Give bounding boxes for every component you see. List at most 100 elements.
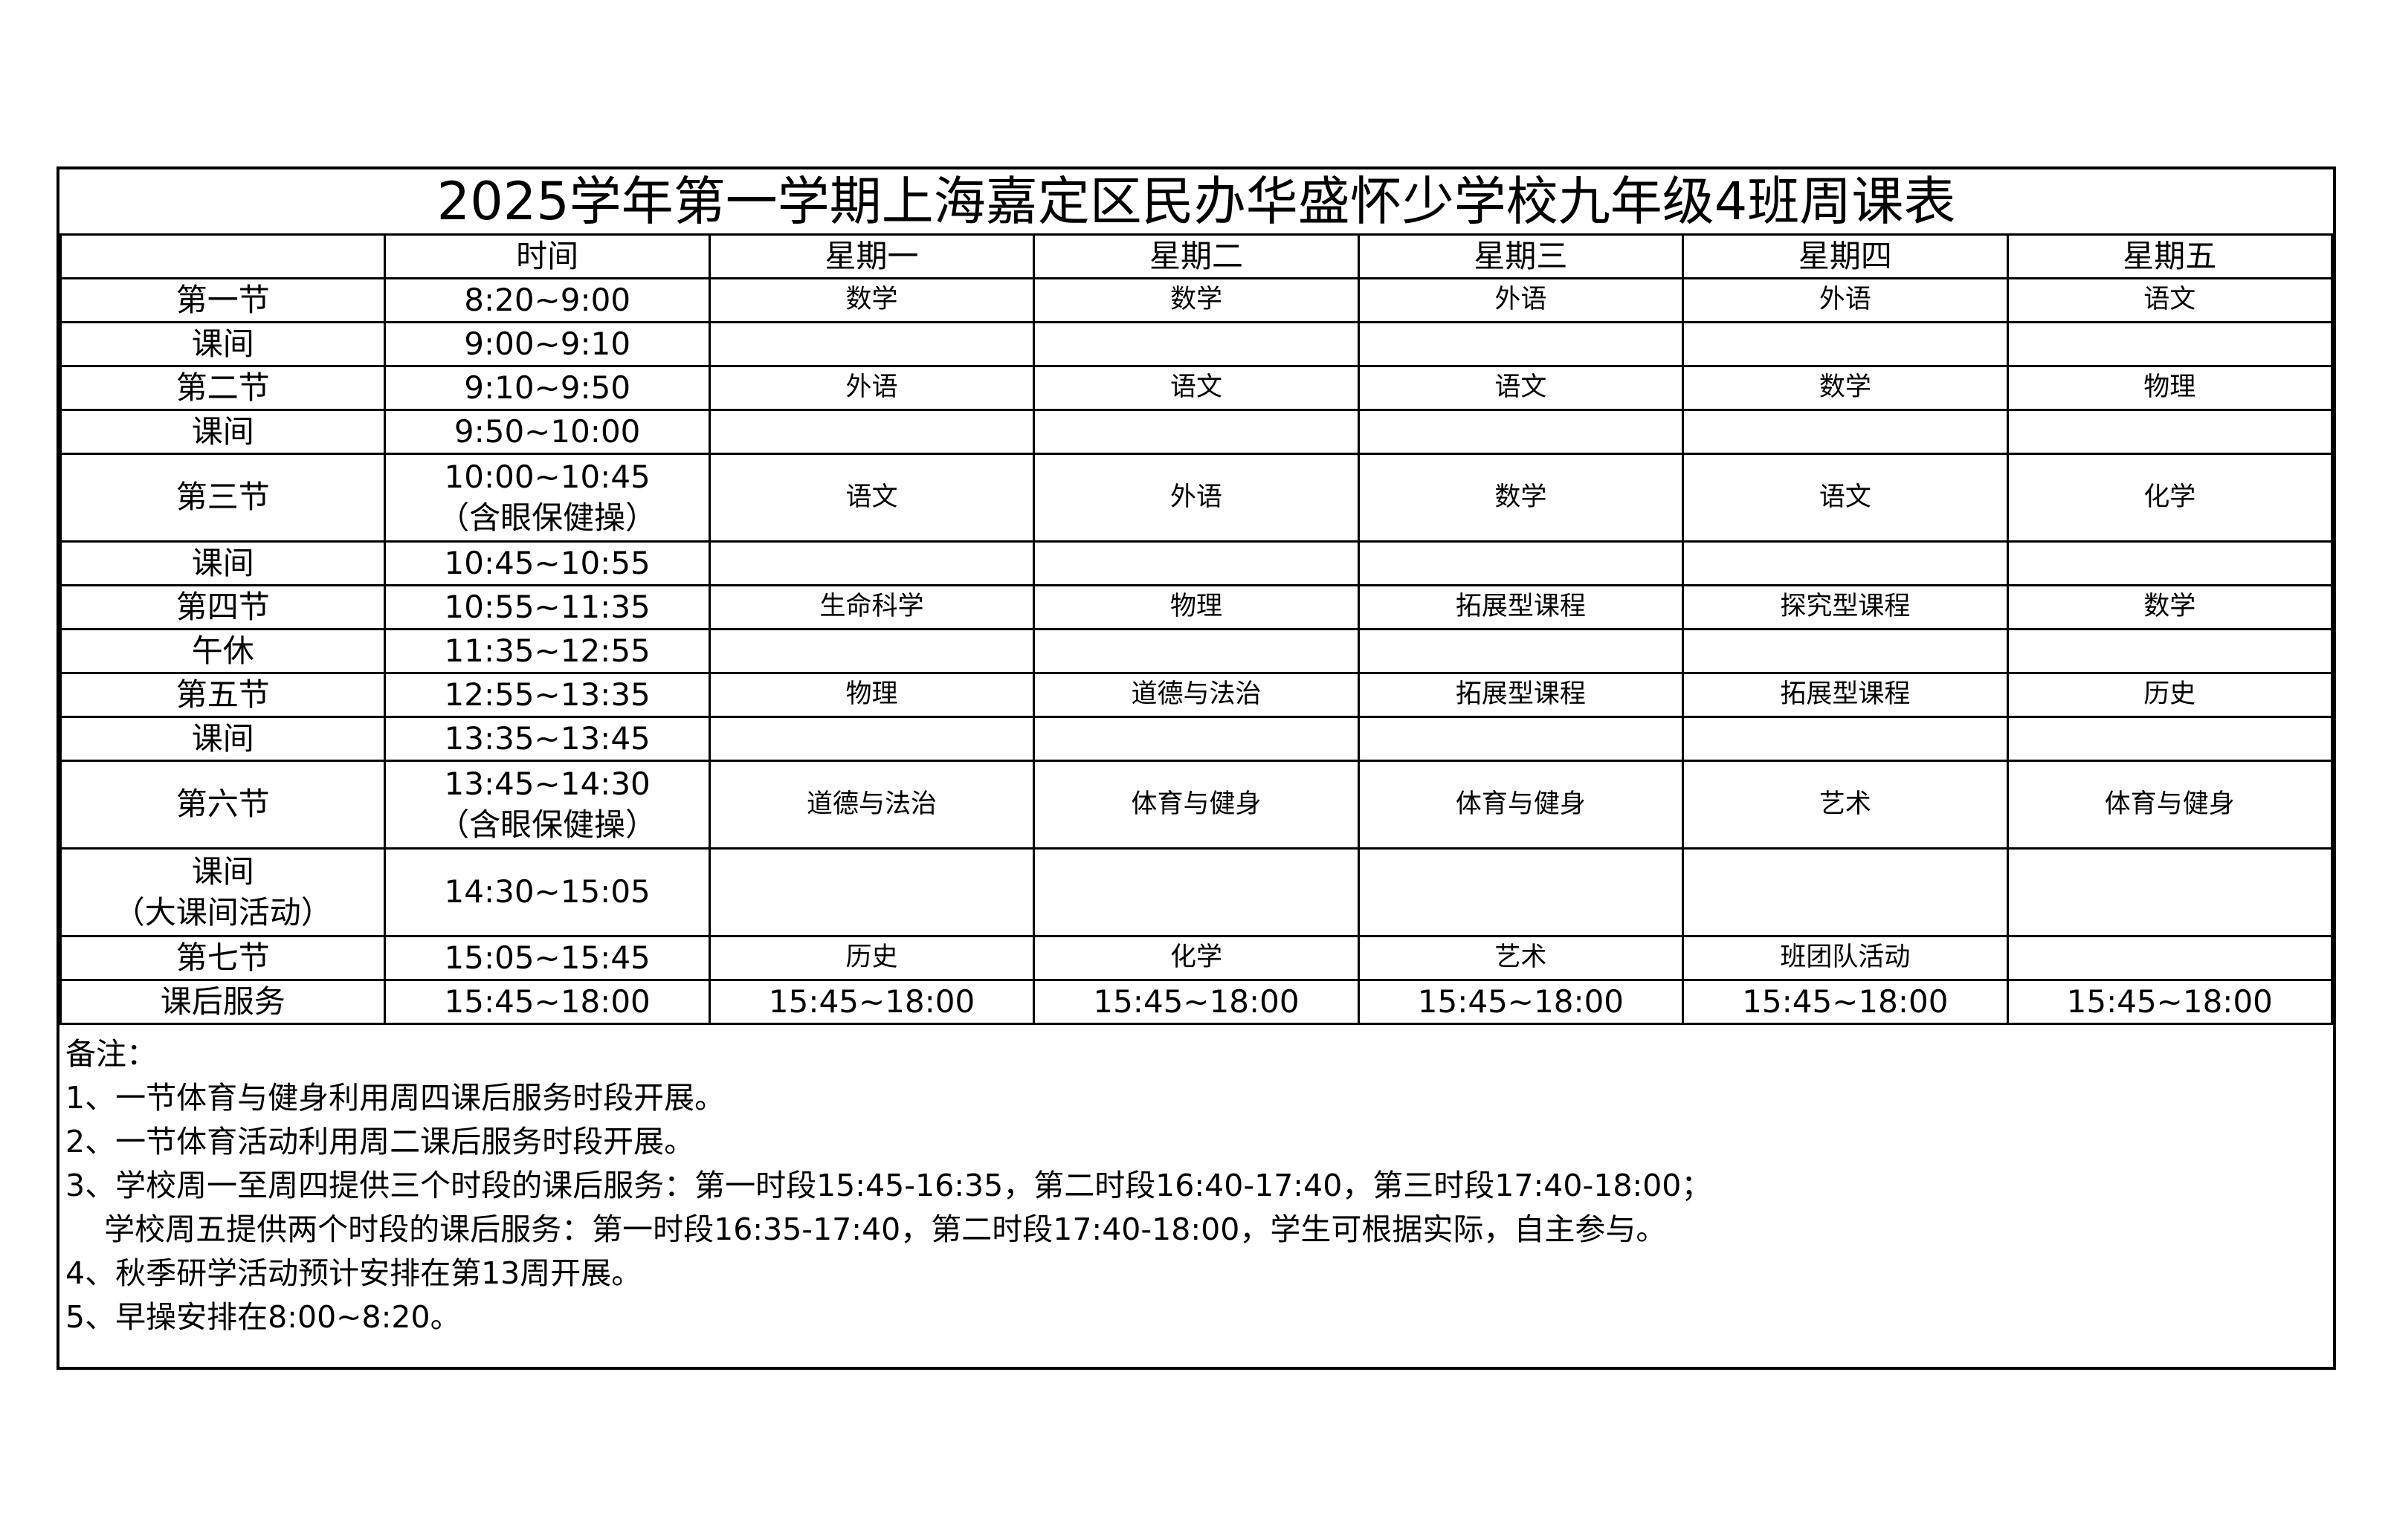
note-line: 2、一节体育活动利用周二课后服务时段开展。 — [65, 1124, 695, 1159]
subject-cell — [1033, 847, 1360, 937]
period-label-text: 课间 — [191, 325, 254, 362]
period-time-text: 10:45~10:55 — [444, 544, 651, 581]
note-line: 4、秋季研学活动预计安排在第13周开展。 — [65, 1255, 642, 1291]
period-time-note: （含眼保健操） — [438, 806, 657, 843]
subject-cell: 体育与健身 — [2006, 760, 2334, 850]
column-header: 星期五 — [2006, 233, 2334, 279]
subject-cell: 物理 — [1033, 584, 1360, 630]
table-row: 第三节 10:00~10:45 （含眼保健操） 语文 外语 数学 语文 化学 — [59, 453, 2334, 543]
subject-cell — [1033, 716, 1360, 762]
subject-cell: 外语 — [1682, 277, 2009, 323]
subject-cell: 道德与法治 — [708, 760, 1036, 850]
table-row: 第六节 13:45~14:30 （含眼保健操） 道德与法治 体育与健身 体育与健身 艺术 体育… — [59, 760, 2334, 850]
period-label-text: 第二节 — [175, 369, 270, 406]
subject-cell: 数学 — [1682, 365, 2009, 411]
subject-cell: 历史 — [708, 935, 1036, 981]
subject-cell — [1682, 847, 2009, 937]
period-label-text: 课后服务 — [160, 983, 285, 1020]
subject-cell — [2006, 847, 2334, 937]
subject-cell — [2006, 321, 2334, 367]
period-time-text: 15:05~15:45 — [444, 939, 651, 976]
subject-cell: 15:45~18:00 — [1033, 979, 1360, 1025]
subject-cell: 班团队活动 — [1682, 935, 2009, 981]
table-row: 课间 10:45~10:55 — [59, 540, 2334, 586]
subject-cell: 化学 — [2006, 453, 2334, 543]
period-label-text: 第七节 — [175, 939, 270, 976]
subject-cell — [1682, 321, 2009, 367]
subject-cell — [1682, 409, 2009, 455]
period-label-text: 第五节 — [175, 676, 270, 713]
period-time: 8:20~9:00 — [384, 277, 711, 323]
period-time: 13:35~13:45 — [384, 716, 711, 762]
subject-cell: 外语 — [708, 365, 1036, 411]
subject-cell — [1357, 321, 1685, 367]
subject-cell: 15:45~18:00 — [2006, 979, 2334, 1025]
subject-cell: 体育与健身 — [1357, 760, 1685, 850]
subject-cell — [1357, 716, 1685, 762]
period-label: 第三节 — [59, 453, 387, 543]
subject-cell — [708, 540, 1036, 586]
period-label: 第六节 — [59, 760, 387, 850]
table-row: 课间 9:50~10:00 — [59, 409, 2334, 455]
period-time-text: 8:20~9:00 — [464, 281, 631, 318]
subject-cell: 语文 — [1357, 365, 1685, 411]
table-row: 午休 11:35~12:55 — [59, 628, 2334, 674]
table-row: 课间 （大课间活动） 14:30~15:05 — [59, 847, 2334, 937]
subject-cell — [708, 847, 1036, 937]
subject-cell: 15:45~18:00 — [708, 979, 1036, 1025]
period-label-text: 课间 — [191, 719, 254, 757]
period-label: 第七节 — [59, 935, 387, 981]
period-time: 9:50~10:00 — [384, 409, 711, 455]
subject-cell — [1033, 321, 1360, 367]
subject-cell: 艺术 — [1682, 760, 2009, 850]
subject-cell: 数学 — [1357, 453, 1685, 543]
period-time-text: 10:55~11:35 — [444, 588, 651, 625]
period-label: 第二节 — [59, 365, 387, 411]
period-label: 第四节 — [59, 584, 387, 630]
table-row: 课间 13:35~13:45 — [59, 716, 2334, 762]
subject-cell — [1033, 409, 1360, 455]
period-time: 11:35~12:55 — [384, 628, 711, 674]
subject-cell: 数学 — [708, 277, 1036, 323]
subject-cell — [1357, 409, 1685, 455]
period-time-text: 13:35~13:45 — [444, 719, 651, 757]
period-label: 第一节 — [59, 277, 387, 323]
subject-cell: 数学 — [1033, 277, 1360, 323]
period-label-text: 课间 — [191, 544, 254, 581]
subject-cell: 15:45~18:00 — [1357, 979, 1685, 1025]
column-header: 时间 — [384, 233, 711, 279]
subject-cell: 拓展型课程 — [1682, 672, 2009, 718]
subject-cell: 语文 — [1033, 365, 1360, 411]
period-time-text: 13:45~14:30 — [444, 765, 651, 802]
column-header: 星期二 — [1033, 233, 1360, 279]
period-label: 课间 — [59, 540, 387, 586]
period-time: 9:10~9:50 — [384, 365, 711, 411]
column-header: 星期一 — [708, 233, 1036, 279]
subject-cell — [708, 628, 1036, 674]
table-row: 第四节 10:55~11:35 生命科学 物理 拓展型课程 探究型课程 数学 — [59, 584, 2334, 630]
period-time: 15:45~18:00 — [384, 979, 711, 1025]
period-time: 12:55~13:35 — [384, 672, 711, 718]
subject-cell: 历史 — [2006, 672, 2334, 718]
table-row: 第五节 12:55~13:35 物理 道德与法治 拓展型课程 拓展型课程 历史 — [59, 672, 2334, 718]
period-label: 课间 — [59, 409, 387, 455]
period-time-text: 9:10~9:50 — [464, 369, 631, 406]
period-time: 10:00~10:45 （含眼保健操） — [384, 453, 711, 543]
table-row: 第七节 15:05~15:45 历史 化学 艺术 班团队活动 — [59, 935, 2334, 981]
subject-cell — [2006, 716, 2334, 762]
period-time-text: 15:45~18:00 — [444, 983, 651, 1020]
subject-cell: 物理 — [708, 672, 1036, 718]
subject-cell — [708, 409, 1036, 455]
subject-cell — [1682, 628, 2009, 674]
subject-cell: 15:45~18:00 — [1682, 979, 2009, 1025]
column-header — [59, 233, 387, 279]
subject-cell — [708, 321, 1036, 367]
period-time-text: 10:00~10:45 — [444, 458, 651, 495]
period-time: 15:05~15:45 — [384, 935, 711, 981]
subject-cell: 语文 — [708, 453, 1036, 543]
period-time: 9:00~9:10 — [384, 321, 711, 367]
period-label-text: 午休 — [191, 632, 254, 669]
period-time-text: 9:00~9:10 — [464, 325, 631, 362]
period-time: 10:55~11:35 — [384, 584, 711, 630]
note-line: 3、学校周一至周四提供三个时段的课后服务：第一时段15:45-16:35，第二时… — [65, 1168, 1712, 1203]
